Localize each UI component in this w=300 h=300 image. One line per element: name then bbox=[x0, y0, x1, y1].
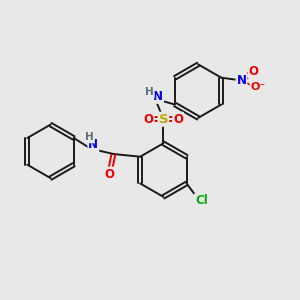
Text: O: O bbox=[104, 168, 114, 181]
Text: N: N bbox=[236, 74, 246, 87]
Text: H: H bbox=[85, 132, 94, 142]
Text: O: O bbox=[144, 113, 154, 126]
Text: O: O bbox=[248, 64, 259, 77]
Text: H: H bbox=[145, 87, 154, 98]
Text: N: N bbox=[88, 138, 98, 151]
Text: Cl: Cl bbox=[195, 194, 208, 207]
Text: O: O bbox=[173, 113, 183, 126]
Text: N: N bbox=[153, 90, 163, 103]
Text: O⁻: O⁻ bbox=[250, 82, 266, 92]
Text: S: S bbox=[159, 113, 168, 126]
